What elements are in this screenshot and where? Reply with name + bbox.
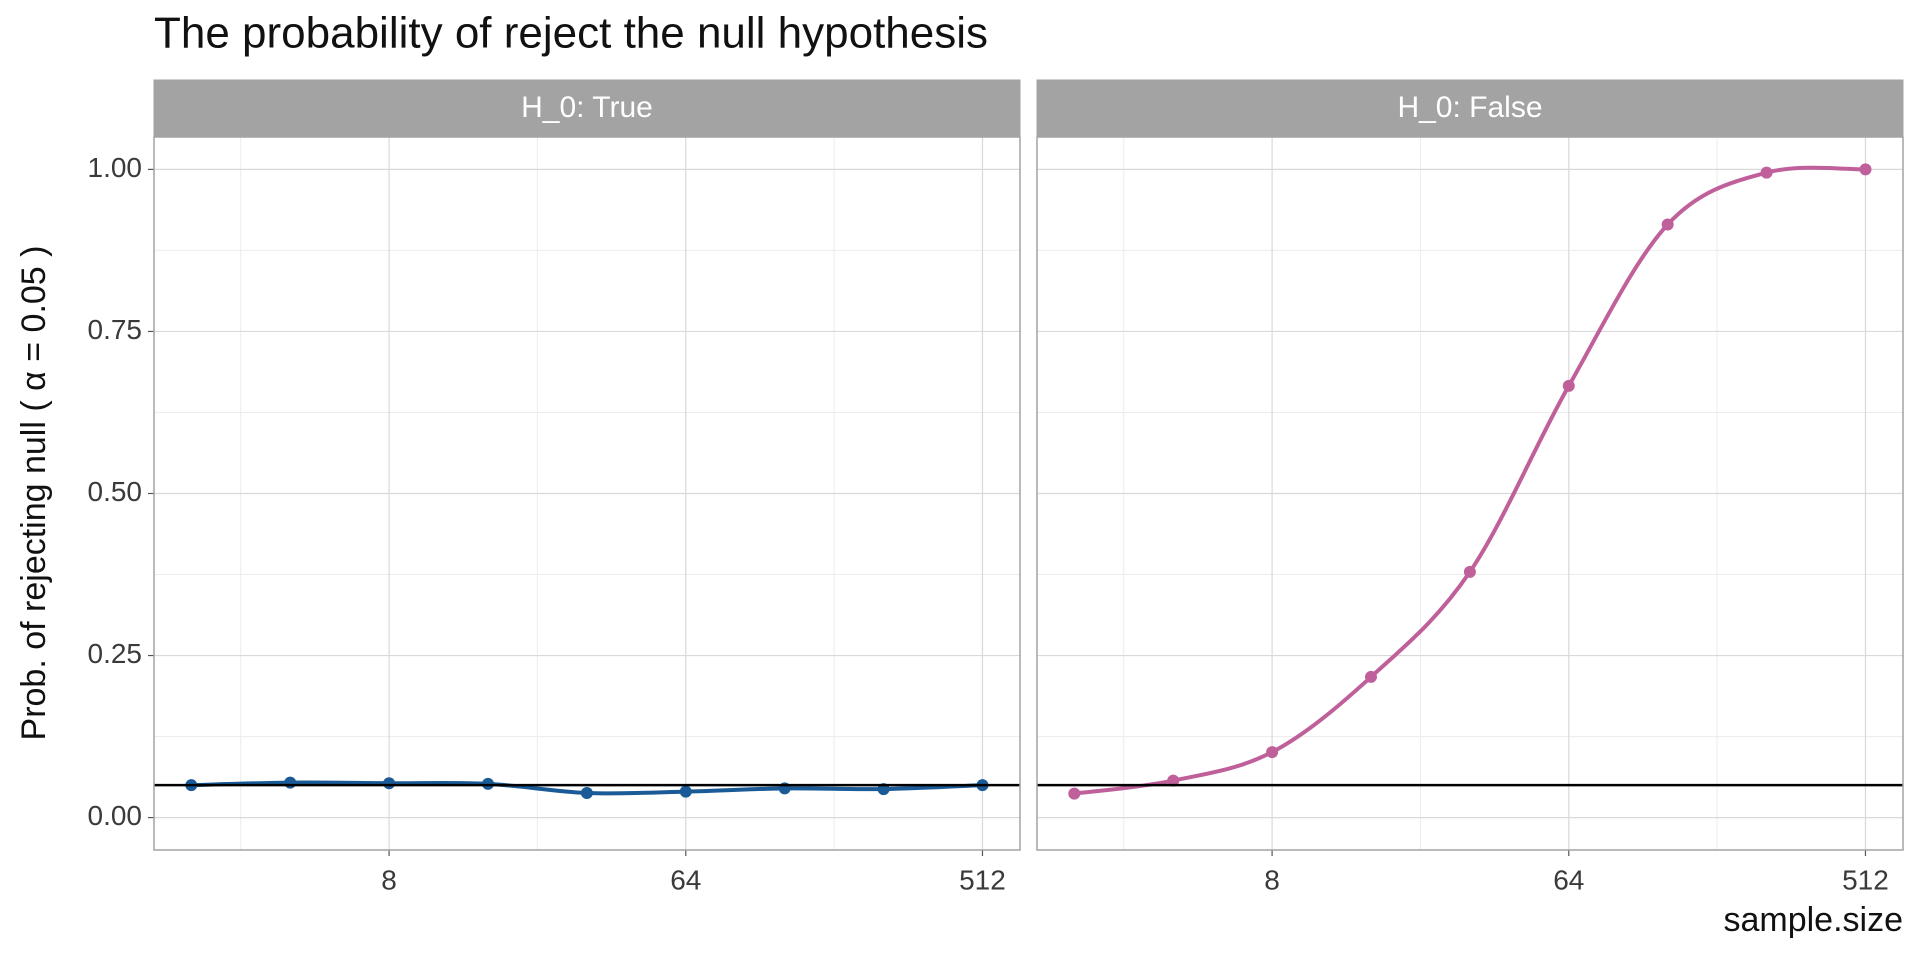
point <box>481 777 494 790</box>
x-tick-label: 64 <box>1553 864 1584 895</box>
x-tick-label: 8 <box>381 864 397 895</box>
point <box>1661 218 1674 231</box>
strip-label: H_0: True <box>521 91 653 124</box>
point <box>1859 163 1872 176</box>
point <box>1562 379 1575 392</box>
y-tick-label: 0.50 <box>88 476 143 507</box>
smooth-line <box>1074 165 1866 796</box>
y-tick-label: 0.25 <box>88 638 143 669</box>
strip-label: H_0: False <box>1397 91 1542 124</box>
point <box>580 786 593 799</box>
panel-border <box>153 136 1021 851</box>
point <box>1364 670 1377 683</box>
strip <box>1036 79 1904 138</box>
y-tick-label: 0.00 <box>88 800 143 831</box>
x-axis-label: sample.size <box>1723 901 1903 939</box>
point <box>1760 166 1773 179</box>
x-tick-label: 8 <box>1264 864 1280 895</box>
panel-border <box>1036 136 1904 851</box>
y-tick-label: 0.75 <box>88 314 143 345</box>
y-tick-label: 1.00 <box>88 152 143 183</box>
strip <box>153 79 1021 138</box>
x-tick-label: 64 <box>670 864 701 895</box>
chart-title: The probability of reject the null hypot… <box>154 9 988 58</box>
x-tick-label: 512 <box>1842 864 1889 895</box>
point <box>1463 565 1476 578</box>
point <box>284 776 297 789</box>
point <box>1266 746 1279 759</box>
point <box>383 777 396 790</box>
point <box>1068 787 1081 800</box>
point <box>1167 774 1180 787</box>
x-tick-label: 512 <box>959 864 1006 895</box>
point <box>679 785 692 798</box>
y-axis-label: Prob. of rejecting null ( α = 0.05 ) <box>15 246 53 741</box>
